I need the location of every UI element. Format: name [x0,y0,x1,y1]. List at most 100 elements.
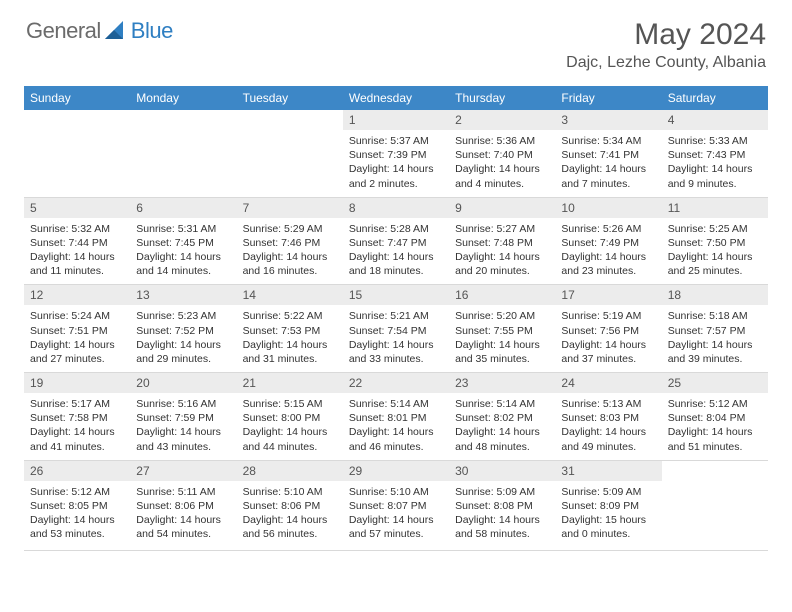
sail-icon [105,21,127,42]
day-number: 23 [449,373,555,393]
calendar-cell: 5Sunrise: 5:32 AMSunset: 7:44 PMDaylight… [24,197,130,285]
calendar-cell: 21Sunrise: 5:15 AMSunset: 8:00 PMDayligh… [237,373,343,461]
day-details: Sunrise: 5:18 AMSunset: 7:57 PMDaylight:… [662,305,768,372]
day-number: 9 [449,198,555,218]
day-number: 1 [343,110,449,130]
day-details: Sunrise: 5:16 AMSunset: 7:59 PMDaylight:… [130,393,236,460]
day-details: Sunrise: 5:13 AMSunset: 8:03 PMDaylight:… [555,393,661,460]
day-details: Sunrise: 5:23 AMSunset: 7:52 PMDaylight:… [130,305,236,372]
calendar-cell: 15Sunrise: 5:21 AMSunset: 7:54 PMDayligh… [343,285,449,373]
calendar-cell: 3Sunrise: 5:34 AMSunset: 7:41 PMDaylight… [555,110,661,197]
day-details: Sunrise: 5:17 AMSunset: 7:58 PMDaylight:… [24,393,130,460]
calendar-cell: 17Sunrise: 5:19 AMSunset: 7:56 PMDayligh… [555,285,661,373]
day-number: 17 [555,285,661,305]
day-number: 26 [24,461,130,481]
weekday-header: Sunday [24,86,130,110]
day-number: 3 [555,110,661,130]
calendar-cell: 29Sunrise: 5:10 AMSunset: 8:07 PMDayligh… [343,460,449,550]
day-details: Sunrise: 5:26 AMSunset: 7:49 PMDaylight:… [555,218,661,285]
day-details: Sunrise: 5:25 AMSunset: 7:50 PMDaylight:… [662,218,768,285]
day-details: Sunrise: 5:12 AMSunset: 8:04 PMDaylight:… [662,393,768,460]
day-number: 20 [130,373,236,393]
calendar-body: 1Sunrise: 5:37 AMSunset: 7:39 PMDaylight… [24,110,768,550]
day-details: Sunrise: 5:34 AMSunset: 7:41 PMDaylight:… [555,130,661,197]
calendar-cell: 22Sunrise: 5:14 AMSunset: 8:01 PMDayligh… [343,373,449,461]
day-details: Sunrise: 5:09 AMSunset: 8:09 PMDaylight:… [555,481,661,548]
weekday-header-row: SundayMondayTuesdayWednesdayThursdayFrid… [24,86,768,110]
day-number: 18 [662,285,768,305]
day-number: 19 [24,373,130,393]
day-number: 8 [343,198,449,218]
calendar-cell [237,110,343,197]
calendar-week-row: 19Sunrise: 5:17 AMSunset: 7:58 PMDayligh… [24,373,768,461]
day-number: 5 [24,198,130,218]
day-details: Sunrise: 5:10 AMSunset: 8:06 PMDaylight:… [237,481,343,548]
brand-part1: General [26,18,101,44]
calendar-week-row: 26Sunrise: 5:12 AMSunset: 8:05 PMDayligh… [24,460,768,550]
calendar-cell: 10Sunrise: 5:26 AMSunset: 7:49 PMDayligh… [555,197,661,285]
day-number: 16 [449,285,555,305]
calendar-cell: 1Sunrise: 5:37 AMSunset: 7:39 PMDaylight… [343,110,449,197]
calendar-cell: 8Sunrise: 5:28 AMSunset: 7:47 PMDaylight… [343,197,449,285]
day-details: Sunrise: 5:29 AMSunset: 7:46 PMDaylight:… [237,218,343,285]
calendar-cell: 20Sunrise: 5:16 AMSunset: 7:59 PMDayligh… [130,373,236,461]
calendar-cell: 9Sunrise: 5:27 AMSunset: 7:48 PMDaylight… [449,197,555,285]
day-number: 28 [237,461,343,481]
calendar-cell [662,460,768,550]
calendar-week-row: 1Sunrise: 5:37 AMSunset: 7:39 PMDaylight… [24,110,768,197]
day-details: Sunrise: 5:09 AMSunset: 8:08 PMDaylight:… [449,481,555,548]
calendar-cell: 26Sunrise: 5:12 AMSunset: 8:05 PMDayligh… [24,460,130,550]
day-number: 27 [130,461,236,481]
calendar-cell: 6Sunrise: 5:31 AMSunset: 7:45 PMDaylight… [130,197,236,285]
weekday-header: Saturday [662,86,768,110]
day-number: 7 [237,198,343,218]
day-details: Sunrise: 5:20 AMSunset: 7:55 PMDaylight:… [449,305,555,372]
day-number: 24 [555,373,661,393]
calendar-cell: 2Sunrise: 5:36 AMSunset: 7:40 PMDaylight… [449,110,555,197]
day-details: Sunrise: 5:22 AMSunset: 7:53 PMDaylight:… [237,305,343,372]
day-number: 15 [343,285,449,305]
day-number: 13 [130,285,236,305]
weekday-header: Monday [130,86,236,110]
weekday-header: Wednesday [343,86,449,110]
day-number: 21 [237,373,343,393]
calendar-cell: 7Sunrise: 5:29 AMSunset: 7:46 PMDaylight… [237,197,343,285]
day-details: Sunrise: 5:14 AMSunset: 8:02 PMDaylight:… [449,393,555,460]
title-block: May 2024 Dajc, Lezhe County, Albania [566,18,766,72]
day-details: Sunrise: 5:28 AMSunset: 7:47 PMDaylight:… [343,218,449,285]
calendar-week-row: 5Sunrise: 5:32 AMSunset: 7:44 PMDaylight… [24,197,768,285]
calendar-week-row: 12Sunrise: 5:24 AMSunset: 7:51 PMDayligh… [24,285,768,373]
brand-logo: General Blue [26,18,173,44]
calendar-cell: 12Sunrise: 5:24 AMSunset: 7:51 PMDayligh… [24,285,130,373]
brand-part2: Blue [131,18,173,44]
day-number: 22 [343,373,449,393]
day-number: 6 [130,198,236,218]
calendar-cell: 4Sunrise: 5:33 AMSunset: 7:43 PMDaylight… [662,110,768,197]
day-details: Sunrise: 5:24 AMSunset: 7:51 PMDaylight:… [24,305,130,372]
day-number: 14 [237,285,343,305]
calendar-cell: 28Sunrise: 5:10 AMSunset: 8:06 PMDayligh… [237,460,343,550]
weekday-header: Tuesday [237,86,343,110]
day-number: 30 [449,461,555,481]
calendar-cell: 23Sunrise: 5:14 AMSunset: 8:02 PMDayligh… [449,373,555,461]
day-number: 11 [662,198,768,218]
day-details: Sunrise: 5:12 AMSunset: 8:05 PMDaylight:… [24,481,130,548]
day-number: 10 [555,198,661,218]
month-title: May 2024 [566,18,766,52]
day-details: Sunrise: 5:21 AMSunset: 7:54 PMDaylight:… [343,305,449,372]
weekday-header: Thursday [449,86,555,110]
day-details: Sunrise: 5:33 AMSunset: 7:43 PMDaylight:… [662,130,768,197]
calendar-cell [24,110,130,197]
calendar-cell: 27Sunrise: 5:11 AMSunset: 8:06 PMDayligh… [130,460,236,550]
day-number: 31 [555,461,661,481]
day-details: Sunrise: 5:19 AMSunset: 7:56 PMDaylight:… [555,305,661,372]
day-details: Sunrise: 5:14 AMSunset: 8:01 PMDaylight:… [343,393,449,460]
calendar-cell [130,110,236,197]
day-details: Sunrise: 5:27 AMSunset: 7:48 PMDaylight:… [449,218,555,285]
day-number: 25 [662,373,768,393]
calendar-cell: 13Sunrise: 5:23 AMSunset: 7:52 PMDayligh… [130,285,236,373]
day-details: Sunrise: 5:11 AMSunset: 8:06 PMDaylight:… [130,481,236,548]
calendar-cell: 24Sunrise: 5:13 AMSunset: 8:03 PMDayligh… [555,373,661,461]
day-details: Sunrise: 5:31 AMSunset: 7:45 PMDaylight:… [130,218,236,285]
weekday-header: Friday [555,86,661,110]
